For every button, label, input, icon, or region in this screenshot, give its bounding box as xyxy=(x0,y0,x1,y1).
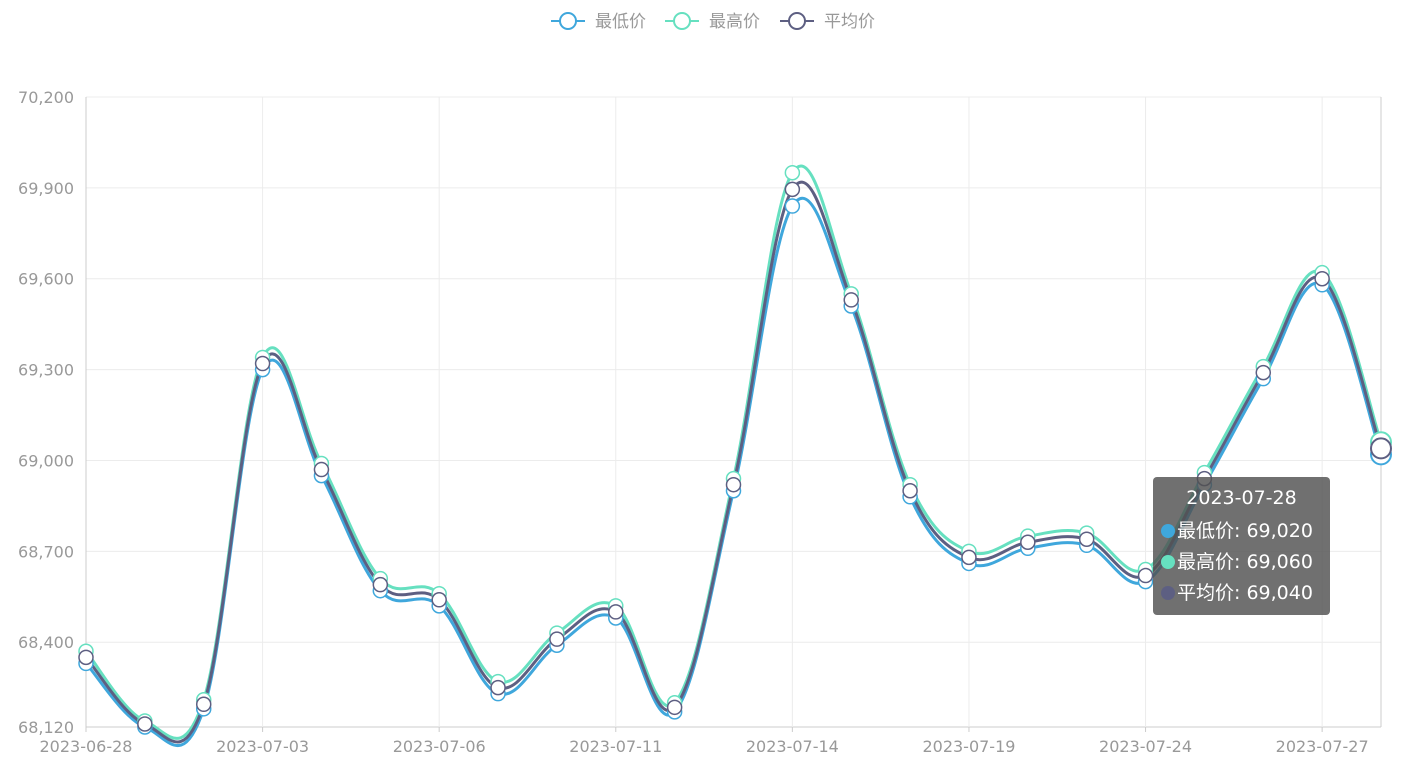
data-point-avg xyxy=(843,292,859,308)
data-point-avg xyxy=(608,604,624,620)
tooltip-low-value: 最低价: 69,020 xyxy=(1177,520,1313,542)
tooltip-row-low: 最低价: 69,020 xyxy=(1161,518,1313,544)
legend-marker-avg xyxy=(788,12,806,30)
x-tick-label: 2023-07-06 xyxy=(393,737,486,756)
data-point-avg xyxy=(372,576,389,593)
y-tick-label: 69,300 xyxy=(18,361,74,380)
data-point-avg xyxy=(902,483,918,499)
chart-tooltip: 2023-07-28 最低价: 69,020 最高价: 69,060 平均价: … xyxy=(1153,477,1330,615)
data-point-avg xyxy=(666,699,683,716)
tooltip-low-dot xyxy=(1161,524,1175,538)
tooltip-avg-dot xyxy=(1161,586,1175,600)
data-point-avg xyxy=(961,549,977,566)
x-tick-label: 2023-07-11 xyxy=(569,737,662,756)
x-tick-label: 2023-07-19 xyxy=(922,737,1015,756)
legend-marker-high xyxy=(673,12,691,30)
data-point-avg xyxy=(78,649,94,666)
legend-label-low: 最低价 xyxy=(595,12,646,32)
y-tick-label: 70,200 xyxy=(18,88,74,107)
tooltip-row-high: 最高价: 69,060 xyxy=(1161,549,1313,575)
legend-label-avg: 平均价 xyxy=(824,12,875,32)
data-point-avg xyxy=(725,476,742,493)
y-tick-label: 69,000 xyxy=(18,451,74,470)
y-tick-label: 69,900 xyxy=(18,179,74,198)
data-point-avg xyxy=(137,716,153,732)
y-tick-label: 69,600 xyxy=(18,270,74,289)
tooltip-high-value: 最高价: 69,060 xyxy=(1177,551,1313,573)
data-point-avg xyxy=(1137,567,1154,584)
y-tick-label: 68,700 xyxy=(18,542,74,561)
data-point-avg xyxy=(1078,531,1095,547)
y-tick-label: 68,120 xyxy=(18,718,74,737)
data-point-avg xyxy=(1020,534,1036,550)
data-point-avg xyxy=(784,181,801,198)
tooltip-row-avg: 平均价: 69,040 xyxy=(1161,580,1313,606)
data-point-low xyxy=(784,198,801,214)
data-point-avg xyxy=(313,461,330,478)
data-point-high xyxy=(784,164,801,181)
data-point-avg xyxy=(490,679,506,696)
series-line-high xyxy=(84,164,1383,740)
data-point-avg xyxy=(195,696,212,713)
data-point-avg xyxy=(1314,270,1330,287)
tooltip-title: 2023-07-28 xyxy=(1186,487,1297,509)
x-tick-label: 2023-06-28 xyxy=(40,737,133,756)
x-tick-label: 2023-07-14 xyxy=(746,737,839,756)
data-point-avg xyxy=(549,631,565,647)
data-point-avg xyxy=(431,592,447,608)
x-tick-label: 2023-07-27 xyxy=(1276,737,1369,756)
tooltip-avg-value: 平均价: 69,040 xyxy=(1177,582,1313,604)
data-point-avg xyxy=(1255,364,1272,381)
legend-label-high: 最高价 xyxy=(709,12,760,32)
legend-marker-low xyxy=(559,12,577,30)
data-point-avg xyxy=(1370,437,1392,460)
x-tick-label: 2023-07-24 xyxy=(1099,737,1192,756)
tooltip-high-dot xyxy=(1161,555,1175,569)
x-tick-label: 2023-07-03 xyxy=(216,737,309,756)
series-line-avg xyxy=(84,180,1383,744)
data-point-avg xyxy=(254,355,271,372)
y-tick-label: 68,400 xyxy=(18,633,74,652)
